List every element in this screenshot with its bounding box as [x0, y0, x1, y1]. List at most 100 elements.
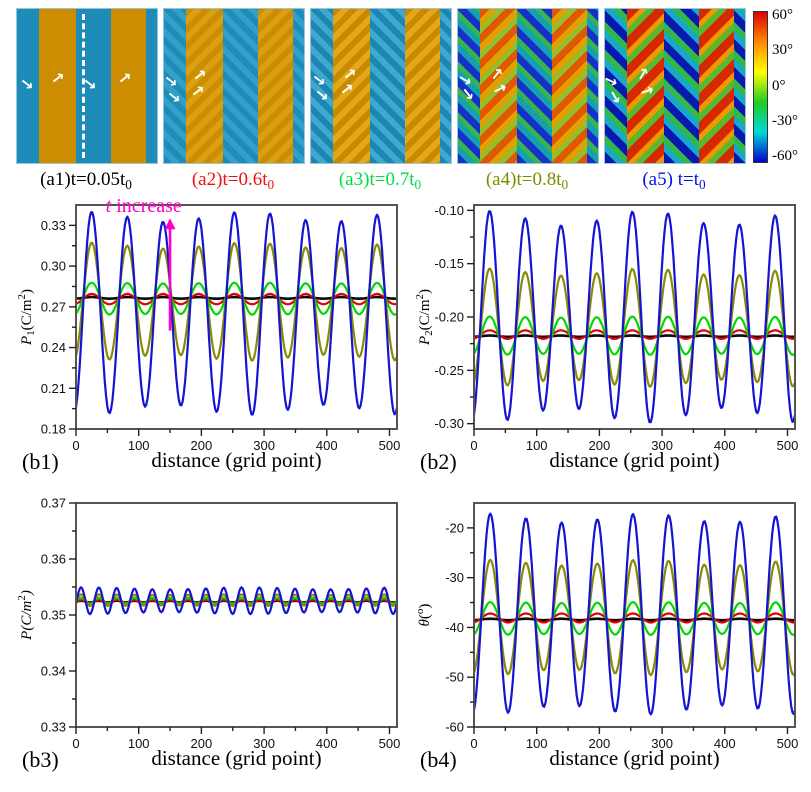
- series-t=0.05t0: [474, 334, 795, 339]
- y-axis-label: P(C/m2​): [16, 590, 35, 641]
- svg-text:200: 200: [191, 438, 213, 453]
- panel-label: (b4): [420, 747, 457, 772]
- axis-ticks: [69, 502, 391, 734]
- svg-text:400: 400: [714, 736, 736, 751]
- axis-ticks: [69, 224, 391, 436]
- colorbar-tick-label: 30°: [772, 42, 793, 59]
- svg-text:100: 100: [128, 736, 150, 751]
- svg-text:500: 500: [379, 438, 401, 453]
- panel-caption-a3: (a3)t=0.7t0: [338, 169, 422, 192]
- domain-stripe-orange: [698, 9, 734, 163]
- domain-stripe-orange: [404, 9, 440, 163]
- phase-map-row: → → → → (a1)t=0.05t0 → → → → (a2)t=0.6t0 → → → → (a3)t…: [0, 0, 811, 193]
- series-group: [76, 586, 397, 616]
- plot-frame: [75, 204, 398, 430]
- plot-cell-b4: 0 100 200 300 400 500 -60 -50 -40 -30 -20 distance …: [412, 493, 807, 791]
- svg-text:-40: -40: [445, 620, 464, 635]
- domain-stripe-blue: [17, 9, 40, 163]
- series-t=0.8t0: [474, 558, 795, 677]
- svg-text:400: 400: [316, 736, 338, 751]
- svg-text:-30: -30: [445, 570, 464, 585]
- svg-text:300: 300: [253, 438, 275, 453]
- y-axis-label: θ(o​): [414, 604, 433, 627]
- panel-caption-a4: (a4)t=0.8t0: [485, 169, 569, 192]
- series-t=0.7t0: [474, 315, 795, 356]
- svg-text:100: 100: [128, 438, 150, 453]
- svg-text:0.24: 0.24: [41, 340, 66, 355]
- tick-labels: 0 100 200 300 400 500 0.18 0.21 0.24 0.27 0.30 0.33: [41, 218, 401, 453]
- phase-map-a5: → → → → (a5) t=t0: [604, 8, 746, 193]
- y-axis-label: P2​(C/m2​): [414, 289, 435, 346]
- series-t=0.8t0: [474, 267, 795, 388]
- svg-text:400: 400: [714, 438, 736, 453]
- x-axis-label: distance (grid point): [549, 448, 719, 472]
- panel-label: (b1): [22, 449, 59, 474]
- series-t=0.7t0: [76, 281, 397, 316]
- domain-stripe-blue: [733, 9, 745, 163]
- colorbar-tick-label: 60°: [772, 7, 793, 23]
- svg-text:0.37: 0.37: [41, 496, 66, 511]
- domain-stripe-blue: [439, 9, 451, 163]
- x-axis-label: distance (grid point): [151, 448, 321, 472]
- domain-stripe-orange: [551, 9, 587, 163]
- svg-text:-60: -60: [445, 720, 464, 735]
- panel-caption-a5: (a5) t=t0: [642, 169, 706, 192]
- plot-b2: 0 100 200 300 400 500 -0.30 -0.25 -0.20 -0.15 -0.1…: [414, 203, 799, 474]
- domain-stripe-orange: [39, 9, 76, 163]
- colorbar-labels: 60° 30° 0° -30° -60°: [772, 8, 798, 164]
- domain-stripe-blue: [311, 9, 334, 163]
- domain-stripe-blue: [145, 9, 157, 163]
- domain-stripe-blue: [75, 9, 111, 163]
- plot-b1: 0 100 200 300 400 500 0.18 0.21 0.24 0.27 0.30 0.33…: [16, 195, 401, 474]
- svg-text:0.35: 0.35: [41, 608, 66, 623]
- series-t=0.6t0: [474, 612, 795, 624]
- axis-ticks: [467, 209, 789, 436]
- svg-text:500: 500: [379, 736, 401, 751]
- phase-map-image-a5: → → → →: [604, 8, 746, 164]
- series-group: [474, 512, 795, 716]
- series-t=0.05t0: [474, 617, 795, 622]
- svg-text:0.33: 0.33: [41, 218, 66, 233]
- domain-stripe-blue: [458, 9, 481, 163]
- svg-text:400: 400: [316, 438, 338, 453]
- domain-stripe-orange: [257, 9, 293, 163]
- svg-text:500: 500: [777, 736, 799, 751]
- svg-text:-0.10: -0.10: [434, 203, 464, 218]
- domain-stripe-orange: [186, 9, 223, 163]
- domain-stripe-blue: [516, 9, 552, 163]
- svg-text:500: 500: [777, 438, 799, 453]
- svg-text:0.18: 0.18: [41, 422, 66, 437]
- domain-wall-dashed-line: [82, 13, 86, 159]
- tick-labels: 0 100 200 300 400 500 0.33 0.34 0.35 0.36 0.37: [41, 496, 401, 752]
- plot-b3: 0 100 200 300 400 500 0.33 0.34 0.35 0.36 0.37 dist…: [16, 496, 401, 773]
- phase-map-a3: → → → → (a3)t=0.7t0: [310, 8, 452, 193]
- svg-text:100: 100: [526, 736, 548, 751]
- svg-text:-0.30: -0.30: [434, 416, 464, 431]
- svg-text:-20: -20: [445, 520, 464, 535]
- series-t=t0: [76, 211, 397, 416]
- colorbar-gradient: [753, 11, 768, 163]
- svg-text:300: 300: [253, 736, 275, 751]
- svg-text:0: 0: [72, 438, 79, 453]
- axis-ticks: [467, 527, 789, 734]
- series-t=0.6t0: [474, 329, 795, 340]
- plot-cell-b3: 0 100 200 300 400 500 0.33 0.34 0.35 0.36 0.37 dist…: [14, 493, 409, 791]
- series-t=0.6t0: [76, 292, 397, 306]
- domain-stripe-blue: [164, 9, 187, 163]
- domain-stripe-blue: [663, 9, 699, 163]
- domain-stripe-blue: [292, 9, 304, 163]
- x-axis-label: distance (grid point): [549, 746, 719, 770]
- domain-stripe-orange: [333, 9, 370, 163]
- panel-label: (b2): [420, 449, 457, 474]
- colorbar-tick-label: 0°: [772, 77, 786, 94]
- plot-b4: 0 100 200 300 400 500 -60 -50 -40 -30 -20 distance …: [414, 502, 799, 772]
- phase-map-image-a4: → → → →: [457, 8, 599, 164]
- x-axis-label: distance (grid point): [151, 746, 321, 770]
- series-t=t0: [474, 210, 795, 424]
- plot-frame: [473, 502, 796, 728]
- phase-map-a1: → → → → (a1)t=0.05t0: [16, 8, 158, 193]
- series-t=t0: [76, 586, 397, 616]
- panel-caption-a1: (a1)t=0.05t0: [40, 169, 132, 192]
- plot-cell-b2: 0 100 200 300 400 500 -0.30 -0.25 -0.20 -0.15 -0.1…: [412, 195, 807, 493]
